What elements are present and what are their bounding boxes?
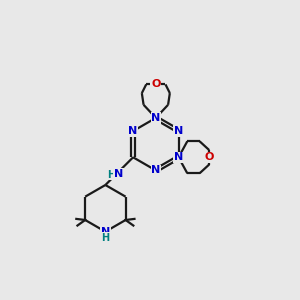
- Text: H: H: [107, 170, 115, 180]
- Text: O: O: [205, 152, 214, 162]
- Text: N: N: [114, 169, 123, 179]
- Text: N: N: [151, 113, 160, 123]
- Text: N: N: [128, 126, 138, 136]
- Text: N: N: [101, 227, 110, 237]
- Text: O: O: [151, 80, 160, 89]
- Text: H: H: [101, 233, 110, 243]
- Text: N: N: [174, 152, 183, 162]
- Text: N: N: [174, 126, 183, 136]
- Text: N: N: [151, 165, 160, 176]
